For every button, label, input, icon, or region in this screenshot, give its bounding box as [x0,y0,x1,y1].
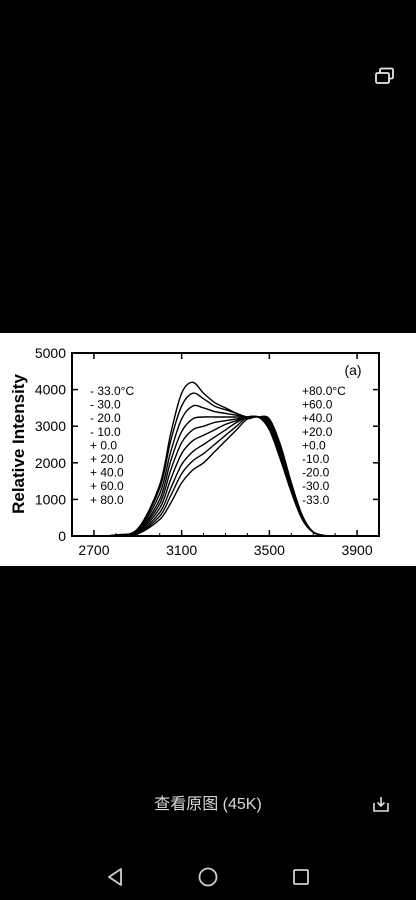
legend-left-entry: + 40.0 [90,466,124,480]
series-line-2 [102,404,327,537]
legend-left-entry: + 60.0 [90,479,124,493]
y-tick-label: 2000 [35,455,66,471]
x-tick-label: 3500 [254,542,285,558]
legend-right-entry: +0.0 [302,438,326,452]
x-tick-label: 2700 [78,542,109,558]
y-tick-label: 5000 [35,345,66,361]
y-axis-label: Relative Intensity [9,374,28,514]
series-line-1 [102,392,327,537]
x-tick-label: 3100 [166,542,197,558]
view-original-button[interactable]: 查看原图 (45K) [154,796,262,813]
legend-right-entry: +20.0 [302,425,333,439]
legend-right-entry: +60.0 [302,398,333,412]
legend-right-entry: +80.0°C [302,384,346,398]
legend-left-entry: - 20.0 [90,411,121,425]
y-tick-label: 4000 [35,382,66,398]
y-tick-label: 3000 [35,418,66,434]
plot-frame [71,352,380,537]
series-line-7 [102,415,327,537]
back-triangle-icon[interactable] [102,864,128,890]
legend-left-entry: - 30.0 [90,398,121,412]
image-preview: Relative Intensity (a) 0 1000 2000 3000 4000… [0,333,416,566]
legend-left-entry: - 33.0°C [90,384,134,398]
legend-right-entry: -33.0 [302,493,330,507]
legend-left-entry: + 20.0 [90,452,124,466]
panel-label: (a) [344,362,361,378]
legend-left-entry: - 10.0 [90,425,121,439]
legend-left-entry: + 80.0 [90,493,124,507]
series-line-5 [102,415,327,537]
recents-square-icon[interactable] [288,864,314,890]
legend-right-entry: -20.0 [302,466,330,480]
series-line-3 [102,415,327,537]
legend-left-entry: + 0.0 [90,438,117,452]
system-navigation-bar [0,852,416,900]
series-line-6 [102,415,327,537]
download-icon[interactable] [369,792,393,816]
y-tick-label: 0 [58,528,66,544]
y-tick-label: 1000 [35,491,66,507]
legend-right-entry: -10.0 [302,452,330,466]
legend-right-entry: +40.0 [302,411,333,425]
legend-right-entry: -30.0 [302,479,330,493]
spectrum-chart: Relative Intensity (a) 0 1000 2000 3000 4000… [9,345,380,558]
window-overlay-icon[interactable] [373,64,397,88]
home-circle-icon[interactable] [195,864,221,890]
x-tick-label: 3900 [341,542,372,558]
series-line-8 [102,415,327,537]
series-line-4 [102,415,327,537]
view-original-bar: 查看原图 (45K) [0,793,416,817]
